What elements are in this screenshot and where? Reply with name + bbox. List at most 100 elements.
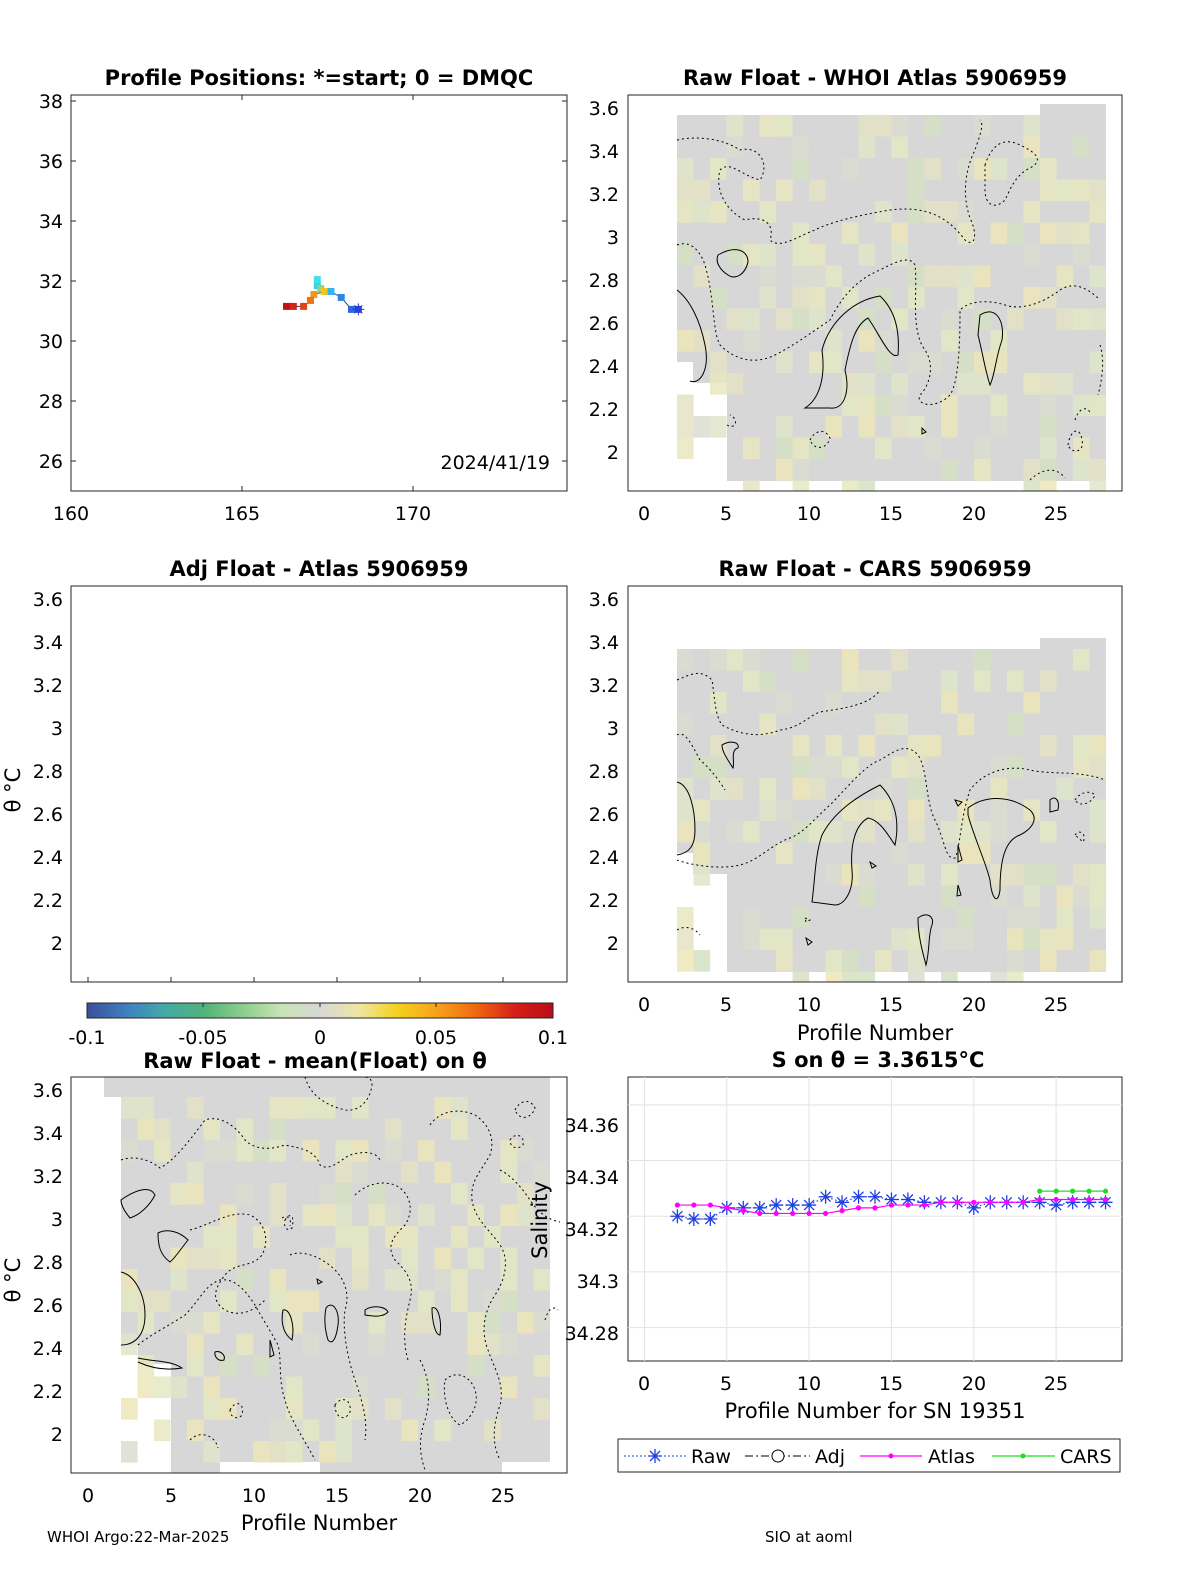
heatmap-cell [1089, 480, 1107, 491]
heatmap-cell [170, 1376, 188, 1399]
heatmap-cell [957, 351, 975, 374]
heatmap-cell [792, 244, 810, 266]
heatmap-cell [941, 928, 958, 951]
heatmap-cell [941, 821, 958, 843]
heatmap-cell [302, 1204, 320, 1227]
data-point [921, 1202, 928, 1208]
positions-ytick: 32 [39, 271, 63, 293]
legend-item-adj: Adj [745, 1446, 845, 1468]
heatmap-cell [533, 1398, 551, 1420]
heatmap-cell [533, 1312, 551, 1334]
circle-icon [771, 1449, 785, 1463]
track-marker [306, 296, 314, 304]
data-point [773, 1210, 779, 1217]
heatmap-cell [401, 1161, 419, 1184]
data-point [785, 1198, 800, 1213]
heatmap-cell [154, 1419, 171, 1442]
mean-ytick: 2.2 [33, 1381, 63, 1403]
heatmap-cell [1040, 373, 1057, 395]
footer-left: WHOI Argo:22-Mar-2025 [47, 1528, 229, 1546]
data-point [1032, 1195, 1047, 1210]
heatmap-cell [500, 1140, 518, 1162]
heatmap-cell [990, 799, 1008, 822]
legend: Raw Adj Atlas CARS [617, 1438, 1121, 1473]
heatmap-cell [990, 222, 1008, 245]
data-point [802, 1198, 817, 1213]
heatmap-cell [776, 115, 793, 137]
heatmap-cell [1007, 308, 1024, 331]
heatmap-cell [858, 308, 876, 331]
heatmap-cell [335, 1441, 353, 1463]
heatmap-cell [137, 1376, 155, 1399]
heatmap-cell [1007, 713, 1024, 736]
heatmap-cell [693, 756, 711, 779]
heatmap-cell [776, 459, 793, 481]
heatmap-cell [858, 373, 876, 395]
heatmap-cell [1073, 735, 1090, 757]
colorbar-tick: 0.1 [538, 1027, 568, 1049]
heatmap-cell [220, 1204, 237, 1227]
heatmap-cell [1023, 136, 1041, 159]
cars-xtick: 0 [638, 994, 650, 1016]
heatmap-cell [842, 649, 859, 671]
cars-ytick: 3.2 [589, 675, 619, 697]
heatmap-cell [677, 799, 694, 822]
cars-xtick: 15 [879, 994, 903, 1016]
heatmap-cell [875, 950, 892, 972]
heatmap-cell [759, 778, 777, 800]
adj-axes [70, 585, 568, 983]
adj-ytick: 3 [51, 718, 63, 740]
heatmap-cell [743, 244, 760, 266]
heatmap-cell [170, 1183, 188, 1205]
whoi-panel: Raw Float - WHOI Atlas 5906959 [589, 66, 1123, 525]
heatmap-cell [891, 649, 909, 671]
heatmap-cell [677, 158, 694, 180]
data-point [736, 1200, 751, 1215]
heatmap-cell [269, 1140, 287, 1162]
heatmap-cell [743, 179, 760, 202]
heatmap-cell [302, 1097, 320, 1119]
data-point [872, 1205, 878, 1211]
data-point [954, 1199, 960, 1205]
heatmap-cell [335, 1204, 353, 1227]
heatmap-cell [517, 1312, 534, 1334]
heatmap-cell [1040, 179, 1057, 202]
heatmap-cell [1007, 756, 1024, 779]
heatmap-cell [858, 971, 876, 982]
heatmap-cell [253, 1441, 270, 1463]
heatmap-cell [792, 756, 810, 779]
positions-date: 2024/41/19 [440, 452, 550, 474]
heatmap-cell [842, 287, 859, 309]
heatmap-cell [891, 756, 909, 779]
heatmap-cell [908, 265, 925, 288]
data-point [900, 1192, 915, 1207]
heatmap-cell [1023, 692, 1041, 714]
heatmap-cell [253, 1355, 270, 1377]
heatmap-cell [842, 158, 859, 180]
mean-field [104, 1077, 561, 1473]
heatmap-cell [875, 394, 892, 417]
data-point [1037, 1196, 1043, 1203]
heatmap-cell [269, 1118, 287, 1141]
heatmap-cell [990, 416, 1008, 438]
series-cars [1037, 1188, 1109, 1194]
heatmap-cell [154, 1118, 171, 1141]
heatmap-cell [891, 115, 909, 137]
heatmap-cell [908, 950, 925, 972]
track-marker [337, 293, 345, 301]
heatmap-cell [401, 1247, 419, 1270]
heatmap-cell [500, 1247, 518, 1270]
heatmap-cell [467, 1247, 485, 1270]
heatmap-cell [776, 416, 793, 438]
data-point [674, 1202, 681, 1208]
heatmap-cell [269, 1441, 287, 1463]
heatmap-cell [792, 459, 810, 481]
heatmap-cell [170, 1247, 188, 1270]
heatmap-cell [726, 244, 744, 266]
heatmap-cell [759, 928, 777, 951]
heatmap-cell [743, 907, 760, 929]
heatmap-cell [710, 649, 727, 671]
heatmap-cell [825, 416, 843, 438]
heatmap-cell [1073, 222, 1090, 245]
heatmap-cell [726, 136, 744, 159]
